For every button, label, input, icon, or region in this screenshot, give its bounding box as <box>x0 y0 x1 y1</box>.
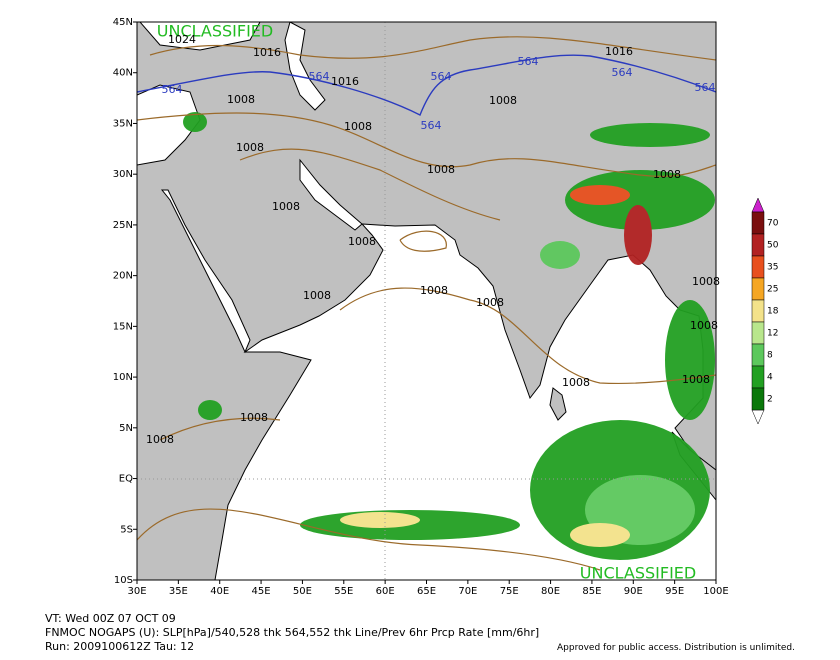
latitude-label: 40N <box>113 68 133 79</box>
pressure-contour-label: 1008 <box>303 289 331 302</box>
colorbar-swatch <box>751 277 765 301</box>
longitude-label: 100E <box>703 586 728 597</box>
colorbar-swatch <box>751 321 765 345</box>
longitude-label: 50E <box>293 586 312 597</box>
colorbar-swatch <box>751 299 765 323</box>
colorbar-swatch <box>751 343 765 367</box>
colorbar-label: 18 <box>767 307 779 317</box>
black-sea <box>139 22 261 51</box>
colorbar-swatch <box>751 233 765 257</box>
longitude-label: 45E <box>252 586 271 597</box>
longitude-label: 55E <box>334 586 353 597</box>
longitude-label: 35E <box>169 586 188 597</box>
latitude-label: 5N <box>119 423 133 434</box>
classification-watermark: UNCLASSIFIED <box>580 564 696 583</box>
thickness-contour <box>137 54 716 116</box>
valid-time: VT: Wed 00Z 07 OCT 09 <box>45 612 176 625</box>
longitude-label: 60E <box>376 586 395 597</box>
thickness-contour-label: 564 <box>612 66 633 79</box>
pressure-contour-label: 1024 <box>168 33 196 46</box>
pressure-contour-label: 1008 <box>227 93 255 106</box>
thickness-contour-label: 564 <box>162 83 183 96</box>
pressure-contour-label: 1008 <box>236 141 264 154</box>
pressure-contour-label: 1016 <box>331 75 359 88</box>
pressure-contour-label: 1008 <box>692 275 720 288</box>
colorbar-label: 35 <box>767 263 778 273</box>
run-info: Run: 2009100612Z Tau: 12 <box>45 640 194 653</box>
pressure-contour-label: 1008 <box>348 235 376 248</box>
pressure-contour-label: 1008 <box>427 163 455 176</box>
thickness-contour-label: 564 <box>309 70 330 83</box>
thickness-contour-label: 564 <box>518 55 539 68</box>
longitude-label: 85E <box>582 586 601 597</box>
longitude-label: 40E <box>210 586 229 597</box>
colorbar-swatch <box>751 365 765 389</box>
longitude-label: 75E <box>500 586 519 597</box>
thickness-contour-label: 564 <box>431 70 452 83</box>
latitude-label: 15N <box>113 321 133 332</box>
longitude-label: 90E <box>624 586 643 597</box>
pressure-contour-label: 1008 <box>146 433 174 446</box>
longitude-label: 30E <box>127 586 146 597</box>
colorbar-swatch <box>751 387 765 411</box>
latitude-label: EQ <box>119 474 133 485</box>
colorbar-top-arrow <box>751 197 765 213</box>
thickness-contour-label: 564 <box>421 119 442 132</box>
latitude-label: 20N <box>113 271 133 282</box>
pressure-contour-label: 1008 <box>272 200 300 213</box>
longitude-label: 95E <box>665 586 684 597</box>
latitude-label: 35N <box>113 118 133 129</box>
colorbar-swatch <box>751 255 765 279</box>
pressure-contour-label: 1008 <box>682 373 710 386</box>
pressure-contour-label: 1008 <box>344 120 372 133</box>
pressure-contour-label: 1016 <box>605 45 633 58</box>
classification-watermark: UNCLASSIFIED <box>157 22 273 41</box>
pressure-contour-label: 1016 <box>253 46 281 59</box>
longitude-label: 80E <box>541 586 560 597</box>
pressure-contour-label: 1008 <box>240 411 268 424</box>
latitude-label: 25N <box>113 220 133 231</box>
colorbar-swatch <box>751 211 765 235</box>
colorbar-label: 25 <box>767 285 778 295</box>
latitude-label: 5S <box>120 524 133 535</box>
latitude-label: 10S <box>114 575 133 586</box>
product-description: FNMOC NOGAPS (U): SLP[hPa]/540,528 thk 5… <box>45 626 539 639</box>
colorbar-label: 2 <box>767 395 773 405</box>
pressure-contour-label: 1008 <box>420 284 448 297</box>
longitude-label: 70E <box>458 586 477 597</box>
sri-lanka <box>549 387 567 421</box>
longitude-label: 65E <box>417 586 436 597</box>
colorbar-bottom-arrow <box>751 409 765 425</box>
precipitation <box>183 112 715 560</box>
pressure-contour-label: 1008 <box>690 319 718 332</box>
approval-note: Approved for public access. Distribution… <box>557 643 795 653</box>
grid <box>137 22 716 580</box>
persian-gulf <box>299 158 363 231</box>
pressure-contours <box>137 36 716 571</box>
caspian-sea <box>284 22 326 111</box>
red-sea <box>160 189 251 354</box>
pressure-contour-label: 1008 <box>562 376 590 389</box>
pressure-contour-label: 1008 <box>489 94 517 107</box>
latitude-label: 45N <box>113 17 133 28</box>
latitude-label: 10N <box>113 372 133 383</box>
latitude-label: 30N <box>113 169 133 180</box>
pressure-contour-label: 1008 <box>653 168 681 181</box>
colorbar-label: 8 <box>767 351 773 361</box>
colorbar-label: 70 <box>767 219 779 229</box>
pressure-contour-label: 1008 <box>476 296 504 309</box>
thickness-contour-label: 564 <box>695 81 716 94</box>
colorbar-label: 50 <box>767 241 779 251</box>
map-area <box>137 22 716 580</box>
colorbar-label: 4 <box>767 373 773 383</box>
colorbar-label: 12 <box>767 329 778 339</box>
